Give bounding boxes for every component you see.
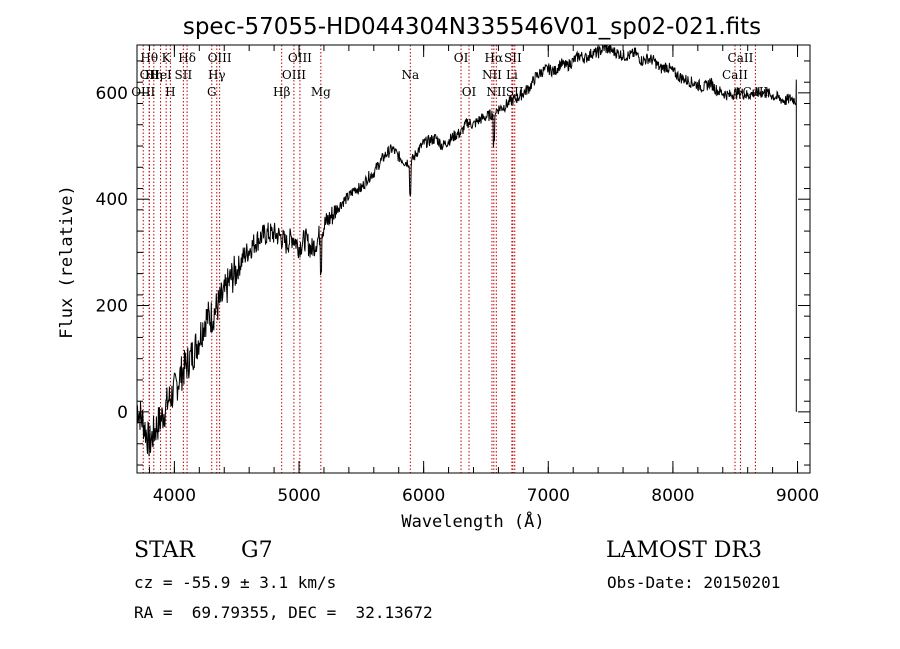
feature-label: OII (140, 68, 160, 82)
coordinates-text: RA = 69.79355, DEC = 32.13672 (134, 603, 433, 622)
feature-label: Hγ (208, 68, 226, 82)
feature-label: OIII (131, 85, 155, 99)
feature-label: OI (454, 51, 469, 65)
feature-label: CaII (728, 51, 754, 65)
x-tick-label: 8000 (651, 486, 694, 506)
survey-name: LAMOST DR3 (606, 538, 762, 563)
feature-label: Na (401, 68, 419, 82)
feature-label: OIII (208, 51, 232, 65)
axes: 4000 5000 6000 7000 8000 9000 0 200 400 600 (96, 45, 819, 506)
feature-label: HeI (149, 68, 172, 82)
spectrum-chart: spec-57055-HD044304N335546V01_sp02-021.f… (57, 14, 819, 532)
feature-label: Hδ (178, 51, 196, 65)
redshift-text: cz = -55.9 ± 3.1 km/s (134, 573, 337, 592)
feature-label: Hβ (273, 85, 290, 99)
object-class: STAR (134, 538, 195, 563)
spectrum-line (136, 44, 797, 457)
feature-label: G (207, 85, 217, 99)
feature-label: Li (506, 68, 518, 82)
feature-label: K (162, 51, 172, 65)
feature-label: H (165, 85, 175, 99)
feature-label: Mg (311, 85, 331, 99)
feature-label: NII (486, 85, 506, 99)
y-tick-label: 400 (96, 190, 128, 210)
x-tick-label: 6000 (402, 486, 445, 506)
feature-label: Hθ (140, 51, 158, 65)
chart-title: spec-57055-HD044304N335546V01_sp02-021.f… (183, 14, 761, 40)
feature-label: Hα (485, 51, 504, 65)
y-axis-label: Flux (relative) (57, 185, 77, 339)
y-tick-label: 0 (117, 403, 128, 423)
y-tick-label: 600 (96, 84, 128, 104)
feature-label: OIII (288, 51, 312, 65)
feature-label: SII (504, 51, 522, 65)
observation-date: Obs-Date: 20150201 (607, 573, 781, 592)
feature-labels: OIIIHθOIIHηHeIKHSIIHδGHγOIIIHβOIIIOIIIMg… (131, 51, 768, 99)
feature-label: OIII (282, 68, 306, 82)
x-axis-label: Wavelength (Å) (401, 510, 544, 532)
x-tick-label: 7000 (527, 486, 570, 506)
feature-label: CaII (722, 68, 748, 82)
x-tick-label: 4000 (153, 486, 196, 506)
x-tick-label: 5000 (277, 486, 320, 506)
y-tick-label: 200 (96, 297, 128, 317)
feature-label: OI (462, 85, 477, 99)
feature-label: Hη (145, 68, 163, 82)
spectral-subclass: G7 (241, 538, 273, 563)
feature-lines (142, 45, 756, 473)
plot-frame (136, 44, 811, 474)
feature-label: SII (175, 68, 193, 82)
x-tick-label: 9000 (776, 486, 819, 506)
feature-label: NII (482, 68, 502, 82)
